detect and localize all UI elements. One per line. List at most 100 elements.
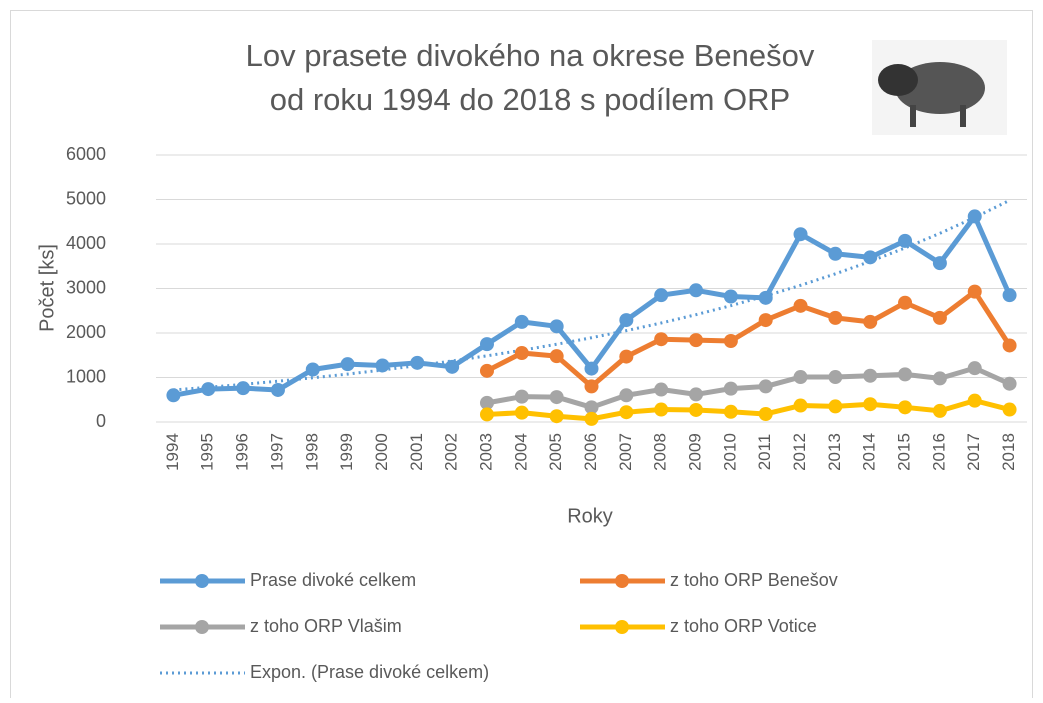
legend-marker xyxy=(615,574,629,588)
point xyxy=(445,360,459,374)
legend-marker xyxy=(195,620,209,634)
point xyxy=(1003,288,1017,302)
point xyxy=(619,388,633,402)
legend-label: z toho ORP Benešov xyxy=(670,570,838,590)
point xyxy=(480,337,494,351)
point xyxy=(759,379,773,393)
point xyxy=(480,407,494,421)
point xyxy=(794,399,808,413)
legend-marker xyxy=(195,574,209,588)
y-tick-label: 2000 xyxy=(66,322,106,342)
point xyxy=(1003,377,1017,391)
x-axis-label: Roky xyxy=(567,505,613,527)
point xyxy=(863,397,877,411)
x-tick-label: 2002 xyxy=(442,433,461,471)
point xyxy=(724,382,738,396)
point xyxy=(828,399,842,413)
point xyxy=(828,247,842,261)
x-tick-label: 2013 xyxy=(825,433,844,471)
x-tick-label: 2010 xyxy=(720,433,739,471)
point xyxy=(654,383,668,397)
x-tick-label: 2017 xyxy=(964,433,983,471)
x-tick-label: 2014 xyxy=(860,433,879,471)
point xyxy=(654,403,668,417)
point xyxy=(550,349,564,363)
point xyxy=(724,290,738,304)
x-tick-label: 2003 xyxy=(476,433,495,471)
point xyxy=(898,234,912,248)
point xyxy=(898,367,912,381)
point xyxy=(515,346,529,360)
boar-picture xyxy=(872,40,1007,135)
x-tick-label: 2012 xyxy=(790,433,809,471)
y-tick-label: 5000 xyxy=(66,188,106,208)
x-tick-label: 2015 xyxy=(895,433,914,471)
point xyxy=(828,370,842,384)
y-axis-label: Počet [ks] xyxy=(36,244,58,332)
point xyxy=(166,388,180,402)
x-tick-label: 2016 xyxy=(929,433,948,471)
point xyxy=(968,394,982,408)
point xyxy=(794,370,808,384)
x-tick-label: 2001 xyxy=(407,433,426,471)
x-tick-label: 2018 xyxy=(999,433,1018,471)
y-tick-label: 3000 xyxy=(66,277,106,297)
point xyxy=(619,405,633,419)
point xyxy=(863,315,877,329)
x-tick-label: 1997 xyxy=(267,433,286,471)
point xyxy=(1003,403,1017,417)
point xyxy=(271,383,285,397)
chart-title: Lov prasete divokého na okrese Benešov xyxy=(246,38,815,73)
point xyxy=(689,333,703,347)
point xyxy=(515,406,529,420)
point xyxy=(933,404,947,418)
legend-label: z toho ORP Votice xyxy=(670,616,817,636)
point xyxy=(689,403,703,417)
point xyxy=(654,288,668,302)
x-tick-label: 2011 xyxy=(755,434,774,471)
point xyxy=(759,313,773,327)
legend-label: z toho ORP Vlašim xyxy=(250,616,402,636)
point xyxy=(759,291,773,305)
point xyxy=(619,350,633,364)
point xyxy=(550,390,564,404)
point xyxy=(585,379,599,393)
x-tick-label: 2009 xyxy=(686,433,705,471)
legend-marker xyxy=(615,620,629,634)
point xyxy=(689,387,703,401)
point xyxy=(828,311,842,325)
point xyxy=(480,364,494,378)
legend-label: Prase divoké celkem xyxy=(250,570,416,590)
point xyxy=(515,390,529,404)
x-tick-label: 1996 xyxy=(233,433,252,471)
chart: Lov prasete divokého na okrese Benešov o… xyxy=(0,0,1043,698)
point xyxy=(689,283,703,297)
y-tick-label: 4000 xyxy=(66,233,106,253)
point xyxy=(201,382,215,396)
point xyxy=(306,362,320,376)
point xyxy=(863,369,877,383)
x-tick-label: 2006 xyxy=(581,433,600,471)
x-tick-label: 2008 xyxy=(651,433,670,471)
x-tick-label: 1994 xyxy=(163,433,182,471)
x-tick-label: 2004 xyxy=(511,433,530,471)
x-tick-label: 2005 xyxy=(546,433,565,471)
point xyxy=(410,356,424,370)
point xyxy=(619,313,633,327)
point xyxy=(759,407,773,421)
point xyxy=(933,311,947,325)
x-tick-label: 2000 xyxy=(372,433,391,471)
point xyxy=(550,409,564,423)
point xyxy=(724,405,738,419)
point xyxy=(933,256,947,270)
x-tick-label: 1998 xyxy=(302,433,321,471)
point xyxy=(1003,338,1017,352)
point xyxy=(654,332,668,346)
point xyxy=(585,362,599,376)
x-tick-label: 2007 xyxy=(616,433,635,471)
point xyxy=(968,361,982,375)
point xyxy=(585,412,599,426)
y-tick-label: 0 xyxy=(96,411,106,431)
point xyxy=(933,371,947,385)
x-tick-label: 1995 xyxy=(198,433,217,471)
